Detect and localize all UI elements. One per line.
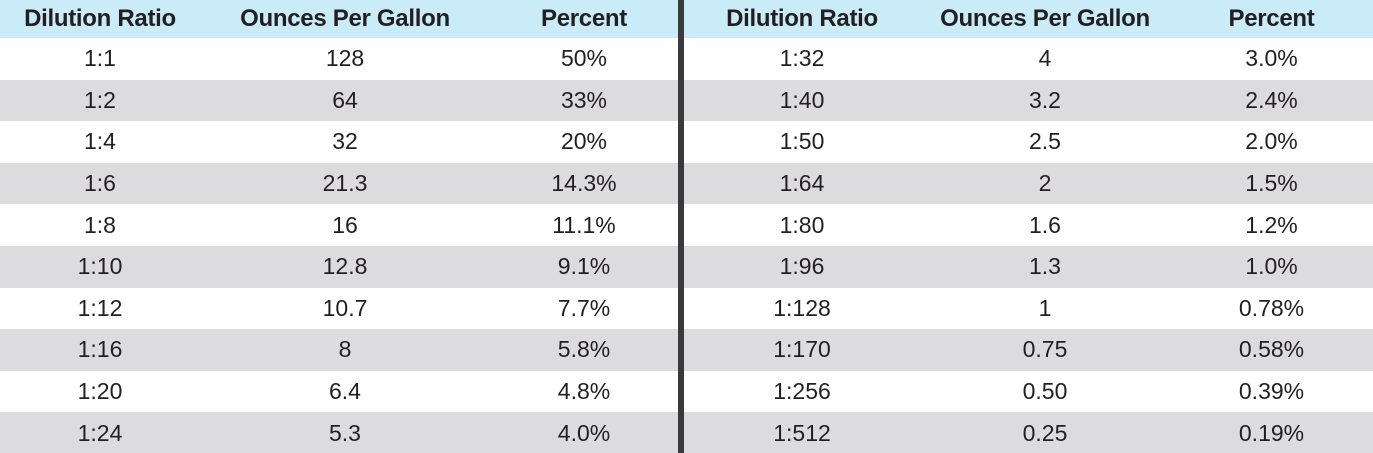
ounces-per-gallon-cell: 32 xyxy=(200,121,490,163)
percent-cell: 1.2% xyxy=(1170,204,1373,246)
ounces-per-gallon-cell: 2 xyxy=(920,162,1170,205)
ounces-per-gallon-cell: 128 xyxy=(200,38,490,80)
dilution-ratio-cell: 1:2 xyxy=(0,79,200,122)
table-row: 1:80 1.6 1.2% xyxy=(684,204,1373,246)
ounces-per-gallon-cell: 64 xyxy=(200,79,490,122)
dilution-ratio-cell: 1:512 xyxy=(684,412,920,453)
ounces-per-gallon-cell: 0.75 xyxy=(920,329,1170,371)
table-row: 1:24 5.3 4.0% xyxy=(0,412,678,453)
dilution-ratio-cell: 1:50 xyxy=(684,121,920,163)
table-row: 1:2 64 33% xyxy=(0,79,678,122)
dilution-ratio-cell: 1:24 xyxy=(0,412,200,453)
dilution-ratio-cell: 1:170 xyxy=(684,329,920,371)
table-row: 1:1 128 50% xyxy=(0,38,678,80)
percent-cell: 3.0% xyxy=(1170,38,1373,80)
dilution-ratio-cell: 1:40 xyxy=(684,79,920,122)
table-row: 1:32 4 3.0% xyxy=(684,38,1373,80)
header-row: Dilution Ratio Ounces Per Gallon Percent xyxy=(0,0,678,38)
table-row: 1:256 0.50 0.39% xyxy=(684,370,1373,413)
percent-cell: 2.0% xyxy=(1170,121,1373,163)
dilution-ratio-cell: 1:80 xyxy=(684,204,920,246)
ounces-per-gallon-cell: 1 xyxy=(920,287,1170,330)
percent-cell: 4.8% xyxy=(490,370,678,413)
ounces-per-gallon-cell: 0.25 xyxy=(920,412,1170,453)
header-dilution-ratio: Dilution Ratio xyxy=(684,0,920,38)
dilution-ratio-cell: 1:32 xyxy=(684,38,920,80)
table-row: 1:512 0.25 0.19% xyxy=(684,412,1373,453)
ounces-per-gallon-cell: 1.6 xyxy=(920,204,1170,246)
ounces-per-gallon-cell: 8 xyxy=(200,329,490,371)
percent-cell: 33% xyxy=(490,79,678,122)
header-ounces-per-gallon: Ounces Per Gallon xyxy=(920,0,1170,38)
table-row: 1:96 1.3 1.0% xyxy=(684,245,1373,288)
dilution-ratio-cell: 1:256 xyxy=(684,370,920,413)
ounces-per-gallon-cell: 6.4 xyxy=(200,370,490,413)
percent-cell: 0.58% xyxy=(1170,329,1373,371)
dilution-ratio-cell: 1:6 xyxy=(0,162,200,205)
percent-cell: 4.0% xyxy=(490,412,678,453)
table-row: 1:40 3.2 2.4% xyxy=(684,79,1373,122)
column-divider xyxy=(678,0,684,453)
percent-cell: 7.7% xyxy=(490,287,678,330)
ounces-per-gallon-cell: 5.3 xyxy=(200,412,490,453)
ounces-per-gallon-cell: 2.5 xyxy=(920,121,1170,163)
table-row: 1:128 1 0.78% xyxy=(684,287,1373,330)
dilution-table-left: Dilution Ratio Ounces Per Gallon Percent… xyxy=(0,0,678,453)
dilution-ratio-cell: 1:4 xyxy=(0,121,200,163)
table-row: 1:16 8 5.8% xyxy=(0,329,678,371)
percent-cell: 50% xyxy=(490,38,678,80)
header-percent: Percent xyxy=(1170,0,1373,38)
ounces-per-gallon-cell: 16 xyxy=(200,204,490,246)
table-row: 1:50 2.5 2.0% xyxy=(684,121,1373,163)
table-row: 1:64 2 1.5% xyxy=(684,162,1373,205)
percent-cell: 20% xyxy=(490,121,678,163)
table-row: 1:12 10.7 7.7% xyxy=(0,287,678,330)
ounces-per-gallon-cell: 12.8 xyxy=(200,245,490,288)
table-row: 1:10 12.8 9.1% xyxy=(0,245,678,288)
dilution-table-right: Dilution Ratio Ounces Per Gallon Percent… xyxy=(684,0,1373,453)
ounces-per-gallon-cell: 21.3 xyxy=(200,162,490,205)
percent-cell: 0.19% xyxy=(1170,412,1373,453)
percent-cell: 9.1% xyxy=(490,245,678,288)
percent-cell: 1.0% xyxy=(1170,245,1373,288)
percent-cell: 0.39% xyxy=(1170,370,1373,413)
percent-cell: 1.5% xyxy=(1170,162,1373,205)
percent-cell: 0.78% xyxy=(1170,287,1373,330)
header-row: Dilution Ratio Ounces Per Gallon Percent xyxy=(684,0,1373,38)
ounces-per-gallon-cell: 3.2 xyxy=(920,79,1170,122)
ounces-per-gallon-cell: 1.3 xyxy=(920,245,1170,288)
percent-cell: 11.1% xyxy=(490,204,678,246)
percent-cell: 14.3% xyxy=(490,162,678,205)
dilution-ratio-cell: 1:16 xyxy=(0,329,200,371)
dilution-ratio-cell: 1:8 xyxy=(0,204,200,246)
dilution-ratio-cell: 1:10 xyxy=(0,245,200,288)
dilution-ratio-cell: 1:64 xyxy=(684,162,920,205)
header-percent: Percent xyxy=(490,0,678,38)
percent-cell: 2.4% xyxy=(1170,79,1373,122)
ounces-per-gallon-cell: 4 xyxy=(920,38,1170,80)
table-row: 1:4 32 20% xyxy=(0,121,678,163)
table-row: 1:8 16 11.1% xyxy=(0,204,678,246)
table-row: 1:6 21.3 14.3% xyxy=(0,162,678,205)
percent-cell: 5.8% xyxy=(490,329,678,371)
dilution-ratio-cell: 1:12 xyxy=(0,287,200,330)
ounces-per-gallon-cell: 0.50 xyxy=(920,370,1170,413)
header-ounces-per-gallon: Ounces Per Gallon xyxy=(200,0,490,38)
table-row: 1:20 6.4 4.8% xyxy=(0,370,678,413)
table-row: 1:170 0.75 0.58% xyxy=(684,329,1373,371)
dilution-ratio-cell: 1:128 xyxy=(684,287,920,330)
dilution-ratio-cell: 1:96 xyxy=(684,245,920,288)
ounces-per-gallon-cell: 10.7 xyxy=(200,287,490,330)
header-dilution-ratio: Dilution Ratio xyxy=(0,0,200,38)
dilution-ratio-cell: 1:1 xyxy=(0,38,200,80)
dilution-ratio-cell: 1:20 xyxy=(0,370,200,413)
